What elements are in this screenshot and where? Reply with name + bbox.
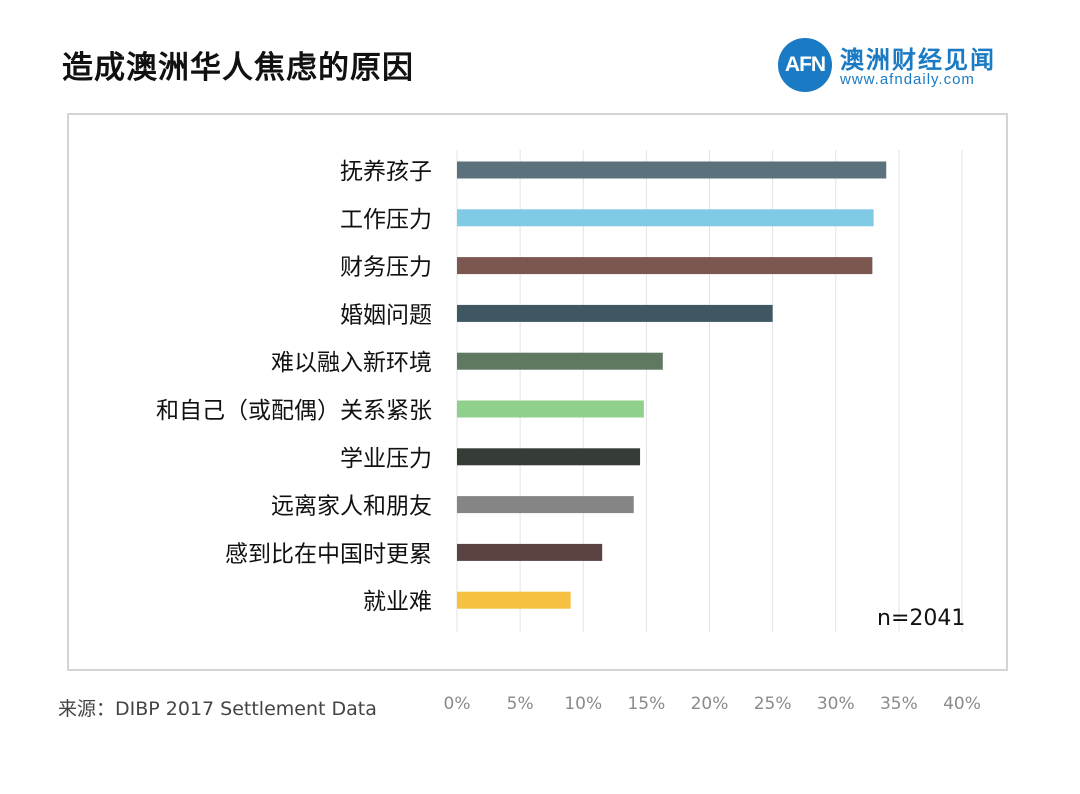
category-label: 工作压力	[340, 207, 432, 233]
x-tick-labels: 0% 5% 10% 15% 20% 25% 30% 35% 40%	[444, 694, 981, 714]
bar	[457, 543, 603, 561]
category-labels: 抚养孩子工作压力财务压力婚姻问题难以融入新环境和自己（或配偶）关系紧张学业压力远…	[156, 159, 432, 615]
x-tick-label: 40%	[943, 694, 981, 714]
x-tick-label: 5%	[507, 694, 534, 714]
category-label: 学业压力	[340, 446, 432, 472]
bar	[457, 257, 873, 275]
category-label: 抚养孩子	[340, 159, 432, 185]
x-tick-label: 0%	[444, 694, 471, 714]
bar	[457, 209, 874, 227]
page-title: 造成澳洲华人焦虑的原因	[62, 50, 414, 86]
logo-url: www.afndaily.com	[840, 71, 975, 88]
x-tick-label: 30%	[817, 694, 855, 714]
bar	[457, 161, 887, 179]
bar	[457, 352, 663, 370]
x-tick-label: 35%	[880, 694, 918, 714]
logo-name: 澳洲财经见闻	[840, 46, 996, 74]
x-tick-label: 15%	[627, 694, 665, 714]
category-label: 远离家人和朋友	[271, 494, 432, 520]
category-label: 和自己（或配偶）关系紧张	[156, 398, 432, 424]
x-tick-label: 20%	[691, 694, 729, 714]
bar	[457, 400, 644, 418]
source-note: 来源：DIBP 2017 Settlement Data	[58, 698, 377, 720]
afn-logo: AFN 澳洲财经见闻 www.afndaily.com	[778, 38, 1018, 98]
afn-logo-icon: AFN	[778, 38, 832, 92]
x-tick-label: 25%	[754, 694, 792, 714]
category-label: 难以融入新环境	[271, 350, 432, 376]
bar	[457, 448, 641, 466]
bar	[457, 496, 634, 514]
bar	[457, 591, 571, 609]
bars	[457, 161, 887, 609]
x-tick-label: 10%	[564, 694, 602, 714]
bar	[457, 304, 773, 322]
category-label: 财务压力	[340, 255, 432, 281]
category-label: 婚姻问题	[340, 302, 432, 328]
chart-frame	[67, 113, 1008, 671]
sample-size-annotation: n=2041	[877, 606, 965, 631]
category-label: 就业难	[363, 589, 432, 615]
category-label: 感到比在中国时更累	[225, 541, 432, 567]
